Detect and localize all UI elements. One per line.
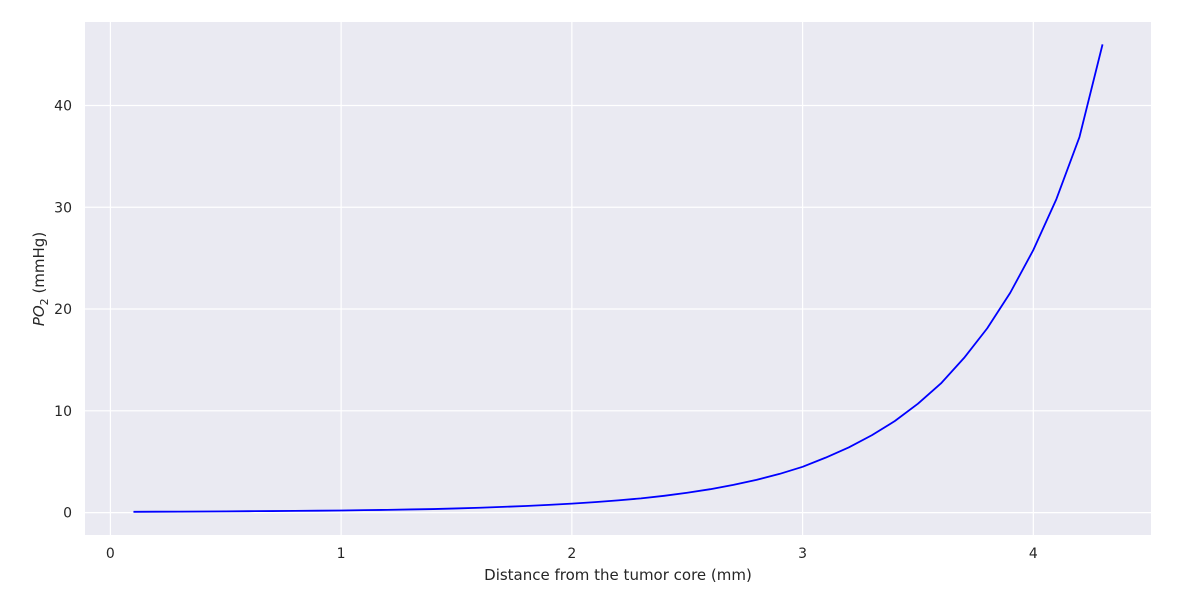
y-tick-label: 0 bbox=[63, 506, 72, 522]
x-tick-label: 1 bbox=[337, 546, 346, 562]
x-tick-label: 2 bbox=[567, 546, 576, 562]
y-tick-label: 20 bbox=[54, 302, 72, 318]
y-gridlines bbox=[85, 104, 1151, 514]
y-tick-label: 30 bbox=[54, 200, 72, 216]
y-tick-labels: 0 10 20 30 40 bbox=[54, 98, 72, 521]
x-tick-label: 4 bbox=[1029, 546, 1038, 562]
plot-area-background bbox=[85, 22, 1151, 535]
x-axis-label: Distance from the tumor core (mm) bbox=[484, 566, 752, 584]
y-axis-label-suffix: (mmHg) bbox=[30, 232, 48, 299]
y-axis-label-main: PO bbox=[30, 305, 48, 326]
x-tick-labels: 0 1 2 3 4 bbox=[106, 546, 1038, 562]
y-tick-label: 40 bbox=[54, 98, 72, 114]
x-tick-label: 0 bbox=[106, 546, 115, 562]
x-gridlines bbox=[109, 22, 1034, 535]
y-tick-label: 10 bbox=[54, 404, 72, 420]
y-axis-label-subscript: 2 bbox=[38, 298, 51, 305]
po2-series-line bbox=[133, 44, 1104, 513]
y-axis-label: PO2 (mmHg) bbox=[30, 232, 51, 326]
x-tick-label: 3 bbox=[798, 546, 807, 562]
